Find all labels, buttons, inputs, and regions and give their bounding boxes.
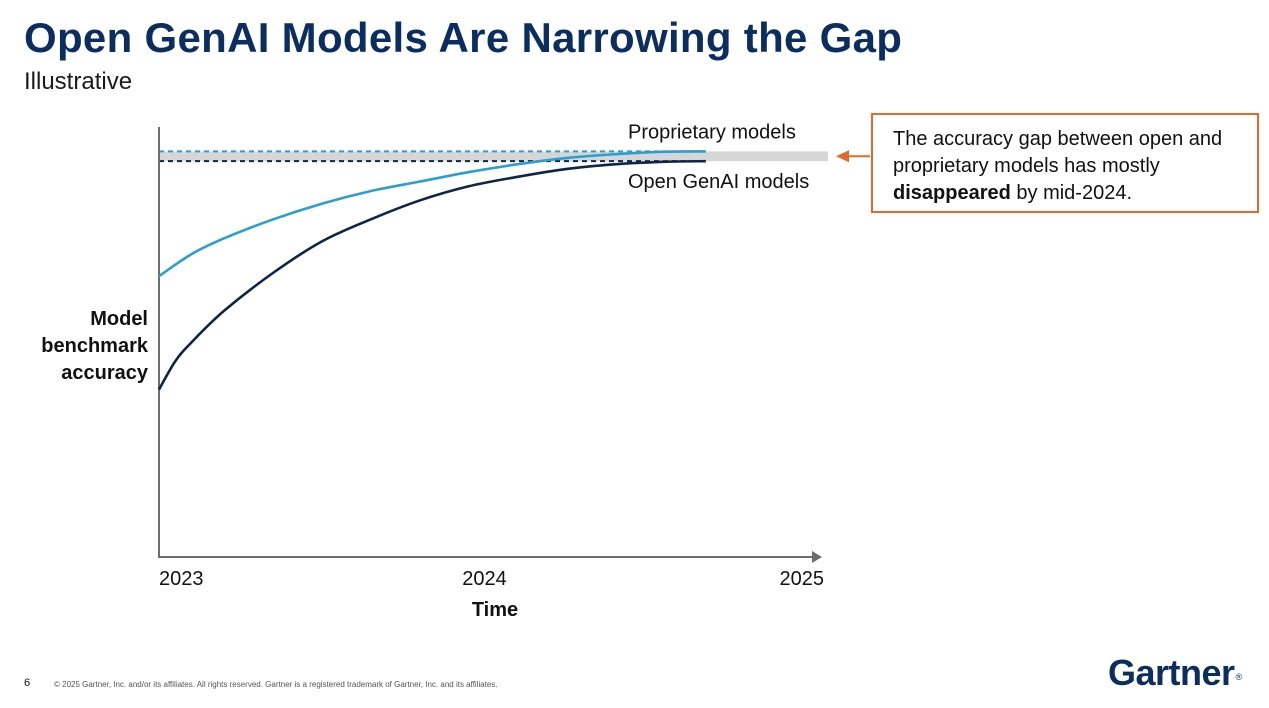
gap-callout: The accuracy gap between open and propri…: [871, 113, 1259, 213]
y-axis-title-line: accuracy: [61, 362, 149, 384]
x-tick-label: 2025: [780, 568, 825, 590]
open-genai-models-label: Open GenAI models: [628, 171, 809, 193]
proprietary-models-line: [158, 150, 706, 278]
x-tick-label: 2023: [159, 568, 204, 590]
callout-text: The accuracy gap between open and propri…: [893, 128, 1223, 177]
proprietary-models-label: Proprietary models: [628, 121, 796, 143]
slide-title: Open GenAI Models Are Narrowing the Gap: [24, 14, 903, 61]
logo-wordmark: Gartner: [1108, 652, 1235, 693]
y-axis-title: Model benchmark accuracy: [41, 308, 149, 384]
gartner-logo: Gartner®: [1108, 652, 1242, 694]
open-genai-models-line: [157, 159, 706, 391]
slide-subtitle: Illustrative: [24, 68, 133, 95]
accuracy-gap-band: [159, 151, 828, 162]
logo-registered-mark: ®: [1235, 672, 1243, 682]
callout-arrow-head: [836, 150, 849, 163]
x-axis-title: Time: [472, 599, 518, 621]
page-number: 6: [24, 677, 31, 689]
callout-text-end: by mid-2024.: [1010, 182, 1132, 204]
x-tick-label: 2024: [462, 568, 507, 590]
y-axis-title-line: Model: [90, 308, 148, 330]
y-axis-title-line: benchmark: [41, 335, 149, 357]
callout-emphasis: disappeared: [893, 182, 1011, 204]
x-axis-arrowhead: [812, 551, 822, 563]
copyright-notice: © 2025 Gartner, Inc. and/or its affiliat…: [54, 680, 498, 689]
